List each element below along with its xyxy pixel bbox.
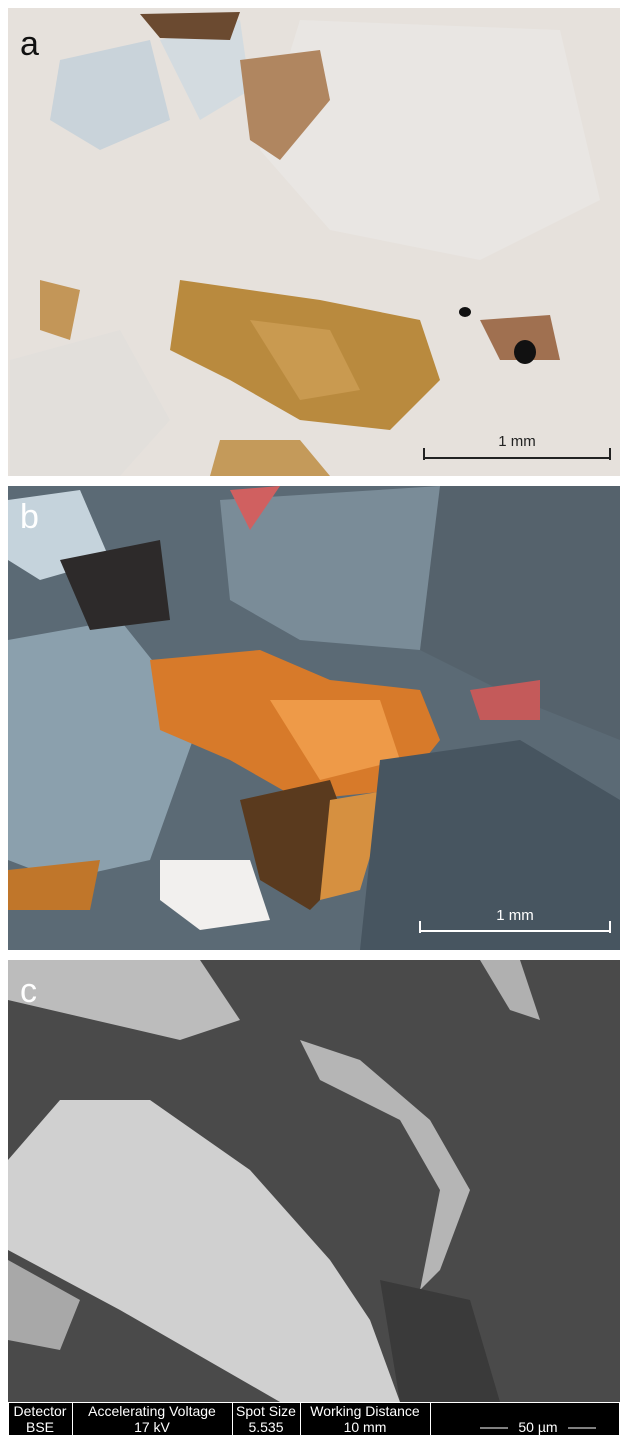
info-value: 17 kV [134,1419,170,1435]
panel-label: c [20,972,37,1010]
info-header: Spot Size [236,1403,296,1419]
scale-bar-label: 1 mm [498,433,536,450]
info-value: 5.535 [248,1419,283,1435]
panel-c: c Detector Accelerating Voltage Spot Siz… [8,960,620,1436]
info-header: Detector [14,1403,67,1419]
info-header: Accelerating Voltage [88,1403,216,1419]
scale-bar-label: 50 µm [518,1419,557,1435]
panel-label: a [20,25,39,63]
scale-bar-label: 1 mm [496,907,534,924]
panel-a: a 1 mm [8,8,620,476]
info-value: 10 mm [344,1419,387,1435]
info-header: Working Distance [310,1403,420,1419]
panel-label: b [20,498,39,536]
panel-b: b 1 mm [8,486,620,950]
info-value: BSE [26,1419,54,1435]
